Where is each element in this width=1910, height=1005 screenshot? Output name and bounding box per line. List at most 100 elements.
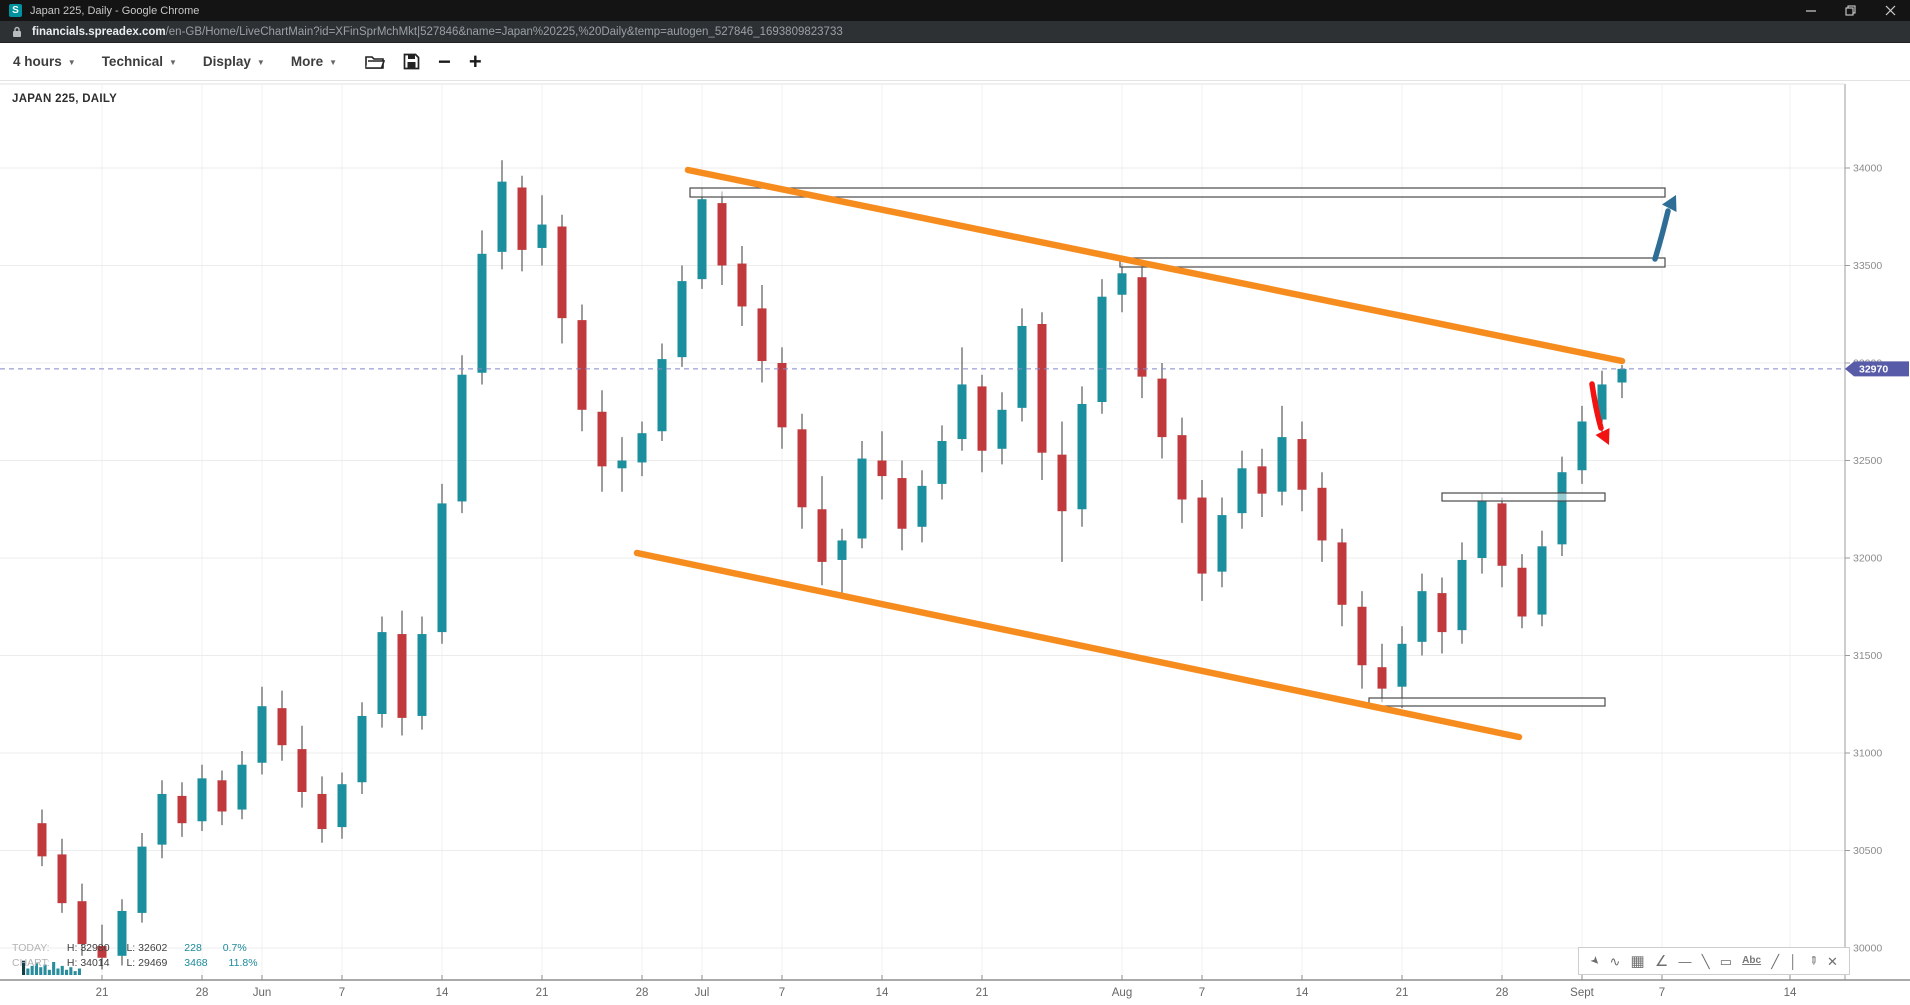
today-label: TODAY: — [12, 942, 50, 954]
chevron-down-icon: ▼ — [329, 58, 338, 67]
volume-bar — [26, 968, 30, 975]
price-zone-rectangle[interactable] — [689, 187, 1666, 198]
candle-body — [1437, 593, 1447, 633]
volume-bar — [22, 960, 26, 975]
drawing-toolbar[interactable]: ➤ ∿ ▦ ∠ — ╲ ▭ Abc ╱ │ ✎ ✕ — [1578, 947, 1850, 975]
candle-body — [917, 485, 927, 527]
rectangle-icon[interactable]: ▭ — [1719, 953, 1732, 969]
price-axis-label: 32500 — [1853, 455, 1882, 467]
time-axis-label: 28 — [1496, 987, 1509, 999]
volume-bar — [34, 963, 38, 975]
zoom-in-button[interactable]: + — [468, 48, 482, 74]
text-icon[interactable]: Abc — [1742, 955, 1762, 966]
time-axis-label: 7 — [339, 987, 345, 999]
fan-lines-icon[interactable]: ∠ — [1654, 952, 1669, 970]
time-axis-label: 21 — [976, 987, 989, 999]
candle-body — [617, 460, 627, 469]
price-zone-rectangle[interactable] — [1368, 697, 1606, 707]
price-axis-label: 32000 — [1853, 553, 1882, 565]
candle-body — [1137, 277, 1147, 377]
chart-area[interactable]: 3400033500330003250032000315003100030500… — [0, 81, 1910, 1005]
up-arrow-annotation[interactable] — [1652, 208, 1671, 262]
cursor-icon[interactable]: ➤ — [1587, 953, 1603, 969]
price-zone-rectangle[interactable] — [1119, 257, 1666, 268]
candle-body — [517, 187, 527, 250]
volume-bar — [56, 968, 60, 975]
url-text[interactable]: financials.spreadex.com/en-GB/Home/LiveC… — [32, 26, 843, 38]
candle-body — [1317, 487, 1327, 541]
down-arrow-annotation[interactable] — [1589, 381, 1604, 431]
more-menu[interactable]: More ▼ — [291, 54, 337, 69]
candle-body — [357, 715, 367, 783]
up-arrow-head — [1662, 195, 1677, 212]
open-folder-icon[interactable] — [365, 54, 386, 70]
candle-body — [117, 910, 127, 956]
fib-grid-icon[interactable]: ▦ — [1630, 952, 1645, 970]
chart-percent: 11.8% — [228, 957, 258, 969]
candle-body — [1037, 324, 1047, 453]
horizontal-line-icon[interactable]: — — [1678, 953, 1692, 969]
candle-body — [197, 778, 207, 822]
candle-body — [777, 363, 787, 428]
candle-body — [157, 793, 167, 845]
time-axis-label: 28 — [196, 987, 209, 999]
technical-menu[interactable]: Technical ▼ — [102, 54, 177, 69]
candle-body — [1157, 378, 1167, 438]
candle-body — [317, 793, 327, 830]
restore-button[interactable] — [1845, 4, 1857, 17]
lower-channel-trendline[interactable] — [633, 549, 1523, 741]
volume-bar — [65, 969, 69, 975]
minimize-button[interactable] — [1806, 5, 1817, 16]
candle-body — [217, 780, 227, 812]
candle-body — [817, 509, 827, 562]
candle-body — [1417, 591, 1427, 642]
price-zone-rectangle[interactable] — [1441, 492, 1606, 502]
volume-bar — [73, 971, 77, 975]
current-price-badge — [1845, 361, 1909, 377]
chart-low: L: 29469 — [126, 957, 168, 969]
candle-body — [1457, 559, 1467, 631]
candlestick-chart[interactable]: 3400033500330003250032000315003100030500… — [0, 81, 1910, 1005]
curve-icon[interactable]: ∿ — [1609, 953, 1621, 969]
candle-body — [717, 203, 727, 266]
candle-body — [497, 181, 507, 252]
diagonal-line-icon[interactable]: ╱ — [1771, 953, 1780, 969]
candle-body — [1377, 667, 1387, 689]
close-button[interactable] — [1885, 5, 1896, 16]
candle-body — [1337, 542, 1347, 605]
trend-line-icon[interactable]: ╲ — [1701, 953, 1710, 969]
today-stats-row: TODAY: H: 32980 L: 32602 228 0.7% — [12, 941, 276, 956]
chart-change: 3468 — [184, 957, 208, 969]
time-axis-label: Aug — [1112, 987, 1132, 999]
candle-body — [437, 503, 447, 633]
timeframe-menu[interactable]: 4 hours ▼ — [13, 54, 76, 69]
candle-body — [1517, 567, 1527, 617]
price-axis-label: 33500 — [1853, 260, 1882, 272]
measure-icon[interactable]: ✎ — [1805, 953, 1821, 969]
today-percent: 0.7% — [222, 942, 247, 954]
price-axis-label: 34000 — [1853, 163, 1882, 175]
vertical-line-icon[interactable]: │ — [1789, 953, 1798, 969]
candle-body — [757, 308, 767, 362]
candle-body — [697, 199, 707, 280]
candle-body — [1357, 606, 1367, 666]
display-menu[interactable]: Display ▼ — [203, 54, 265, 69]
candle-body — [77, 901, 87, 945]
candle-body — [237, 764, 247, 810]
candle-body — [1217, 515, 1227, 572]
candle-body — [1397, 643, 1407, 687]
save-icon[interactable] — [403, 53, 420, 70]
down-arrow-head — [1595, 428, 1610, 445]
upper-channel-trendline[interactable] — [684, 166, 1626, 365]
today-change: 228 — [184, 942, 202, 954]
candle-body — [417, 634, 427, 716]
candle-body — [457, 374, 467, 502]
delete-icon[interactable]: ✕ — [1826, 953, 1838, 969]
candle-body — [277, 708, 287, 746]
candle-body — [57, 854, 67, 904]
time-axis-label: 7 — [1199, 987, 1205, 999]
candle-body — [1117, 273, 1127, 295]
url-bar[interactable]: financials.spreadex.com/en-GB/Home/LiveC… — [0, 21, 1910, 43]
zoom-out-button[interactable]: − — [438, 48, 451, 74]
candle-body — [977, 386, 987, 451]
